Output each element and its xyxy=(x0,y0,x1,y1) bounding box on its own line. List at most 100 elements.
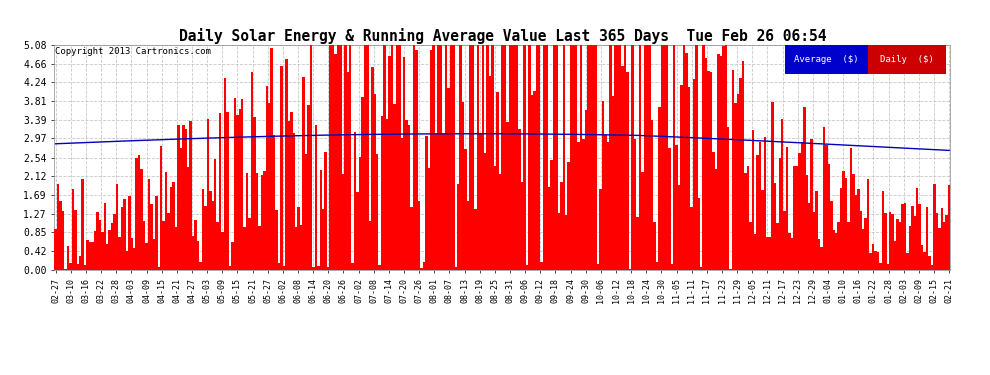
Bar xyxy=(425,136,428,270)
Bar xyxy=(184,129,187,270)
Bar xyxy=(769,237,771,270)
Bar xyxy=(297,207,300,270)
Bar xyxy=(459,45,462,270)
Bar xyxy=(187,167,189,270)
Bar xyxy=(703,45,705,270)
Bar xyxy=(457,184,459,270)
Bar xyxy=(368,221,371,270)
Bar xyxy=(889,212,891,270)
Bar xyxy=(312,267,315,270)
Bar xyxy=(366,45,368,270)
Bar xyxy=(486,45,489,270)
Bar xyxy=(538,45,541,270)
Bar xyxy=(562,45,565,270)
Bar xyxy=(781,119,783,270)
Bar xyxy=(541,262,543,270)
Bar xyxy=(612,96,614,270)
Bar xyxy=(322,209,325,270)
Bar xyxy=(766,237,769,270)
Bar xyxy=(653,222,655,270)
Bar xyxy=(771,102,773,270)
Bar xyxy=(305,154,307,270)
Bar xyxy=(86,240,89,270)
Bar xyxy=(570,45,572,270)
Bar xyxy=(811,139,813,270)
Bar xyxy=(648,45,651,270)
Bar xyxy=(921,244,924,270)
Bar xyxy=(818,239,821,270)
Bar xyxy=(695,45,698,270)
Bar xyxy=(754,234,756,270)
Bar xyxy=(474,209,476,270)
Bar xyxy=(619,45,622,270)
Bar xyxy=(673,45,675,270)
Bar xyxy=(420,268,423,270)
Bar xyxy=(345,45,346,270)
Bar xyxy=(783,210,786,270)
Text: Daily  ($): Daily ($) xyxy=(880,55,934,64)
Bar xyxy=(246,173,248,270)
Bar xyxy=(494,165,496,270)
Bar xyxy=(283,266,285,270)
Bar xyxy=(759,142,761,270)
Bar xyxy=(428,168,430,270)
Bar xyxy=(265,86,268,270)
Bar xyxy=(533,92,536,270)
Bar xyxy=(141,170,143,270)
Bar xyxy=(155,196,157,270)
Bar xyxy=(877,252,879,270)
Bar xyxy=(383,45,386,270)
Bar xyxy=(138,154,141,270)
Bar xyxy=(199,262,202,270)
Bar xyxy=(575,45,577,270)
Bar xyxy=(300,225,302,270)
Bar xyxy=(519,129,521,270)
Bar xyxy=(346,72,349,270)
Bar xyxy=(803,108,806,270)
Bar xyxy=(909,226,911,270)
Bar xyxy=(867,179,869,270)
Bar xyxy=(447,88,449,270)
Bar xyxy=(943,222,945,270)
Bar xyxy=(258,226,260,270)
Bar xyxy=(101,231,104,270)
Bar xyxy=(371,67,373,270)
Bar xyxy=(270,48,273,270)
Bar xyxy=(663,45,665,270)
Bar xyxy=(467,201,469,270)
Bar xyxy=(587,45,590,270)
Bar xyxy=(170,187,172,270)
Bar xyxy=(356,192,358,270)
Bar xyxy=(914,216,916,270)
Bar xyxy=(531,95,533,270)
Bar xyxy=(632,45,634,270)
Bar xyxy=(821,247,823,270)
Bar xyxy=(398,45,401,270)
Bar xyxy=(496,93,499,270)
Bar xyxy=(236,115,239,270)
Bar xyxy=(617,45,619,270)
Bar xyxy=(288,121,290,270)
Bar xyxy=(847,222,849,270)
Bar xyxy=(76,264,79,270)
Bar xyxy=(69,262,71,270)
Bar xyxy=(418,201,420,270)
Bar xyxy=(604,135,607,270)
Bar xyxy=(197,241,199,270)
Bar xyxy=(491,45,494,270)
Bar xyxy=(406,120,408,270)
Bar xyxy=(121,207,123,270)
Bar xyxy=(79,256,81,270)
Bar xyxy=(791,238,793,270)
Bar xyxy=(378,266,381,270)
Bar xyxy=(342,174,345,270)
Bar xyxy=(882,190,884,270)
Bar xyxy=(388,56,391,270)
Bar xyxy=(939,228,940,270)
Bar xyxy=(128,195,131,270)
Bar xyxy=(786,147,788,270)
Bar xyxy=(602,101,604,270)
Text: Copyright 2013 Cartronics.com: Copyright 2013 Cartronics.com xyxy=(55,47,211,56)
Bar xyxy=(607,142,609,270)
Bar xyxy=(582,139,585,270)
